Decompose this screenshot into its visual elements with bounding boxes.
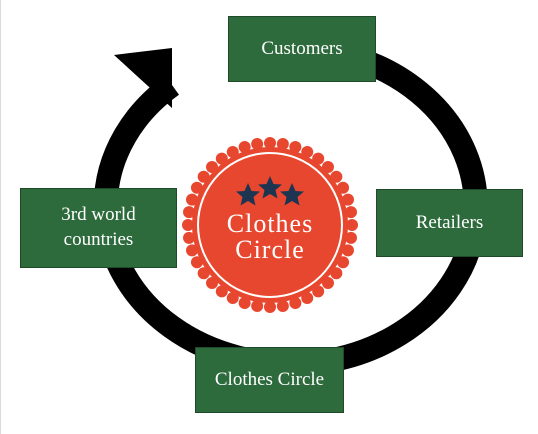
logo-scallop (238, 296, 251, 309)
logo-scallop (289, 296, 302, 309)
logo-text-line2: Circle (235, 235, 305, 264)
logo-scallop (182, 219, 194, 231)
logo-scallop (289, 141, 302, 154)
node-clothes-circle: Clothes Circle (195, 347, 344, 413)
logo-stars (236, 176, 304, 206)
star-icon (258, 176, 282, 199)
logo-scallop (183, 231, 196, 244)
logo-scallop (344, 231, 357, 244)
node-third-world-countries: 3rd world countries (20, 188, 177, 268)
logo-scalloped-edge (182, 137, 358, 313)
logo-scallop (341, 244, 354, 257)
logo-scallop (238, 141, 251, 154)
node-third-world-line1: 3rd world (61, 204, 136, 226)
logo-scallop (183, 206, 196, 219)
left-border (0, 0, 1, 434)
node-customers: Customers (228, 16, 376, 82)
logo-scallop (346, 219, 358, 231)
node-third-world-line2: countries (63, 229, 134, 250)
logo-inner-ring (197, 152, 343, 298)
cycle-arrowhead (114, 48, 172, 108)
logo-scallop (264, 301, 276, 313)
node-customers-label: Customers (261, 37, 343, 59)
logo-scallop (186, 193, 199, 206)
star-icon (236, 183, 260, 206)
star-icon (280, 183, 304, 206)
logo-scallop (264, 137, 276, 149)
logo-disc (192, 147, 348, 303)
logo-scallop (341, 193, 354, 206)
node-clothes-circle-label: Clothes Circle (214, 368, 325, 390)
node-retailers: Retailers (376, 189, 523, 257)
node-retailers-label: Retailers (415, 211, 484, 233)
logo-scallop (276, 138, 289, 151)
logo-scallop (251, 138, 264, 151)
logo-scallop (186, 244, 199, 257)
logo-scallop (251, 299, 264, 312)
logo-text-line1: Clothes (227, 209, 313, 238)
logo-scallop (276, 299, 289, 312)
logo-scallop (344, 206, 357, 219)
